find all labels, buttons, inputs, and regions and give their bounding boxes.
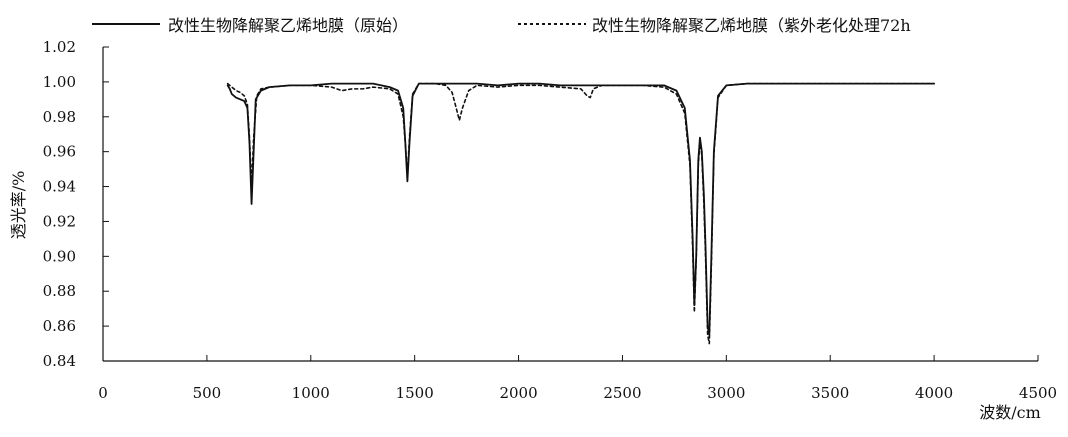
- x-tick-label: 4500: [1019, 384, 1057, 402]
- y-tick-label: 0.84: [43, 352, 76, 370]
- y-tick-label: 0.96: [43, 143, 76, 161]
- series-line-1: [226, 82, 936, 336]
- x-tick-label: 0: [98, 384, 108, 402]
- legend: 改性生物降解聚乙烯地膜（原始） 改性生物降解聚乙烯地膜（紫外老化处理72h: [92, 16, 911, 35]
- y-tick-label: 0.86: [43, 317, 76, 335]
- x-tick-label: 3000: [707, 384, 745, 402]
- y-axis-title: 透光率/%: [9, 171, 28, 240]
- y-tick-label: 0.92: [43, 212, 76, 230]
- y-tick-label: 0.98: [43, 108, 76, 126]
- legend-series-1-label: 改性生物降解聚乙烯地膜（原始）: [168, 16, 408, 35]
- y-tick-label: 0.94: [43, 178, 76, 196]
- y-tick-label: 0.90: [43, 247, 76, 265]
- series-layer: [226, 82, 936, 345]
- series-line-2: [226, 82, 935, 345]
- x-tick-label: 3500: [811, 384, 849, 402]
- legend-series-2-label: 改性生物降解聚乙烯地膜（紫外老化处理72h: [592, 16, 911, 35]
- x-tick-label: 1000: [292, 384, 330, 402]
- x-tick-label: 500: [193, 384, 222, 402]
- axes-layer: [102, 47, 1038, 362]
- y-tick-label: 0.88: [43, 282, 76, 300]
- x-tick-label: 4000: [915, 384, 953, 402]
- x-tick-label: 1500: [396, 384, 434, 402]
- y-tick-label: 1.00: [43, 73, 76, 91]
- x-axis-title: 波数/cm: [979, 403, 1041, 422]
- x-tick-label: 2000: [499, 384, 537, 402]
- ticks-layer: 0 500 1000 1500 2000 2500 3000 3500 4000 4500 0.84…: [43, 38, 1058, 402]
- x-tick-label: 2500: [603, 384, 641, 402]
- y-tick-label: 1.02: [43, 38, 76, 56]
